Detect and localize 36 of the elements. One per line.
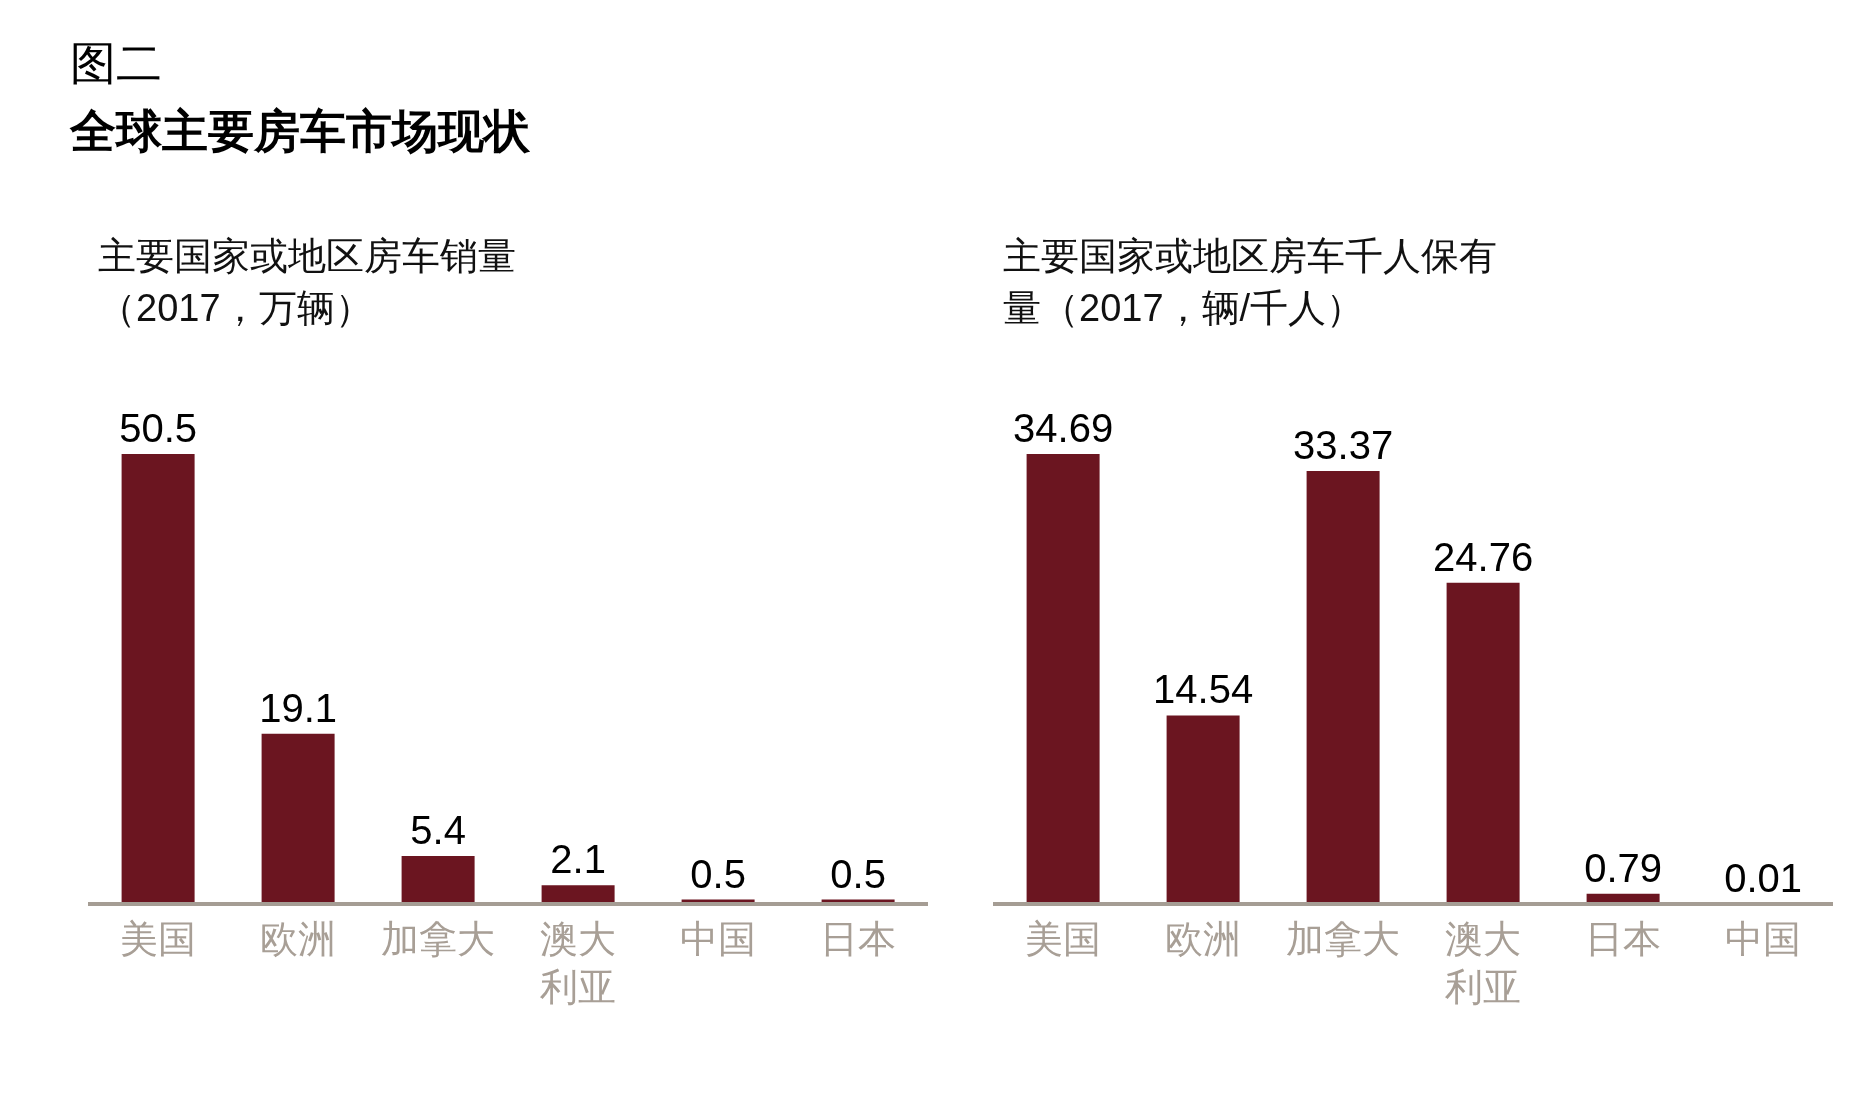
x-tick-label: 加拿大 <box>381 918 495 960</box>
chart-title: 主要国家或地区房车销量（2017，万辆） <box>98 234 517 331</box>
bar <box>261 733 335 904</box>
bar <box>1306 471 1380 904</box>
data-label: 14.54 <box>1153 667 1254 712</box>
x-tick-label: 欧洲 <box>1165 918 1241 960</box>
bar <box>541 885 615 904</box>
data-label: 24.76 <box>1433 534 1534 579</box>
x-tick-label: 欧洲 <box>260 918 336 960</box>
data-label: 0.5 <box>690 851 746 896</box>
text: 全球主要房车市场现状 <box>70 105 530 159</box>
bar <box>401 855 475 904</box>
bar <box>121 454 195 904</box>
x-tick-label: 加拿大 <box>1286 918 1400 960</box>
data-label: 33.37 <box>1293 423 1394 468</box>
x-tick-label: 日本 <box>820 918 896 960</box>
chart-title: 主要国家或地区房车千人保有量（2017，辆/千人） <box>1003 234 1498 331</box>
x-tick-label: 美国 <box>1025 918 1101 960</box>
x-tick-label: 澳大利亚 <box>540 918 616 1008</box>
x-tick-label: 中国 <box>1725 918 1801 960</box>
bar <box>1166 715 1240 904</box>
x-tick-label: 美国 <box>120 918 196 960</box>
data-label: 34.69 <box>1013 406 1114 450</box>
bar <box>1446 582 1520 904</box>
data-label: 19.1 <box>259 685 338 730</box>
x-tick-label: 澳大利亚 <box>1445 918 1521 1008</box>
data-label: 50.5 <box>119 406 198 450</box>
x-tick-label: 中国 <box>680 918 756 960</box>
bar <box>1026 454 1100 904</box>
x-tick-label: 日本 <box>1585 918 1661 960</box>
data-label: 0.5 <box>830 851 886 896</box>
data-label: 5.4 <box>410 807 466 852</box>
text: 图二 <box>70 37 163 91</box>
data-label: 0.79 <box>1584 845 1663 890</box>
data-label: 0.01 <box>1724 855 1803 900</box>
data-label: 2.1 <box>550 837 606 882</box>
